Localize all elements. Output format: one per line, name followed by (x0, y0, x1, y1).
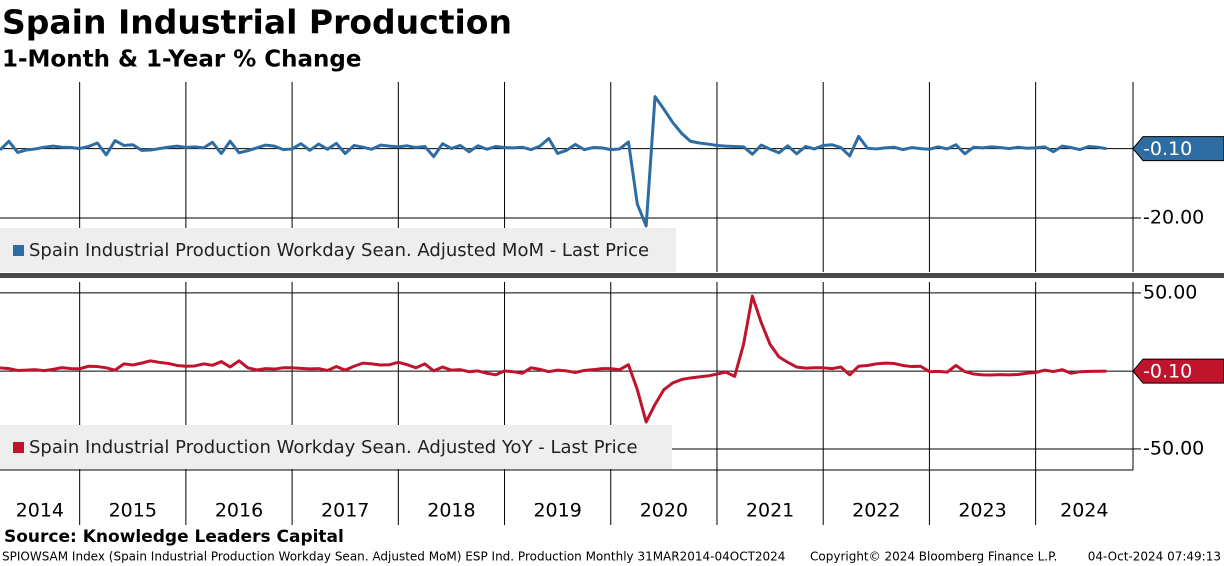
last-value-badge (1132, 136, 1224, 162)
x-tick-label: 2016 (215, 500, 263, 522)
y-tick-label: -50.00 (1143, 437, 1204, 459)
chart-title: Spain Industrial Production (2, 3, 512, 42)
y-tick-label: -20.00 (1143, 206, 1204, 228)
x-tick-label: 2023 (958, 500, 1006, 522)
x-tick-label: 2019 (533, 500, 581, 522)
legend-swatch (13, 245, 24, 256)
last-value-label: -0.10 (1143, 361, 1192, 383)
x-tick-label: 2024 (1060, 500, 1108, 522)
legend-label: Spain Industrial Production Workday Sean… (29, 437, 638, 458)
x-tick-label: 2015 (109, 500, 157, 522)
footer-timestamp: 04-Oct-2024 07:49:13 (1088, 550, 1221, 564)
x-tick-label: 2022 (852, 500, 900, 522)
legend-swatch (13, 442, 24, 453)
legend-label: Spain Industrial Production Workday Sean… (29, 240, 649, 261)
legend-box (0, 425, 672, 469)
x-tick-label: 2020 (640, 500, 688, 522)
last-value-label: -0.10 (1143, 138, 1192, 160)
footer-copyright: Copyright© 2024 Bloomberg Finance L.P. (810, 550, 1057, 564)
x-tick-label: 2017 (321, 500, 369, 522)
data-line (0, 95, 1107, 228)
panel-separator (0, 273, 1224, 278)
legend-box (0, 228, 676, 272)
chart-subtitle: 1-Month & 1-Year % Change (2, 47, 362, 73)
source: Source: Knowledge Leaders Capital (4, 527, 344, 547)
x-tick-label: 2018 (427, 500, 475, 522)
last-value-badge (1132, 358, 1224, 384)
x-tick-label: 2021 (746, 500, 794, 522)
x-tick-label: 2014 (16, 500, 64, 522)
data-line (0, 294, 1107, 424)
footer-description: SPIOWSAM Index (Spain Industrial Product… (2, 550, 785, 564)
y-tick-label: 50.00 (1143, 281, 1197, 303)
